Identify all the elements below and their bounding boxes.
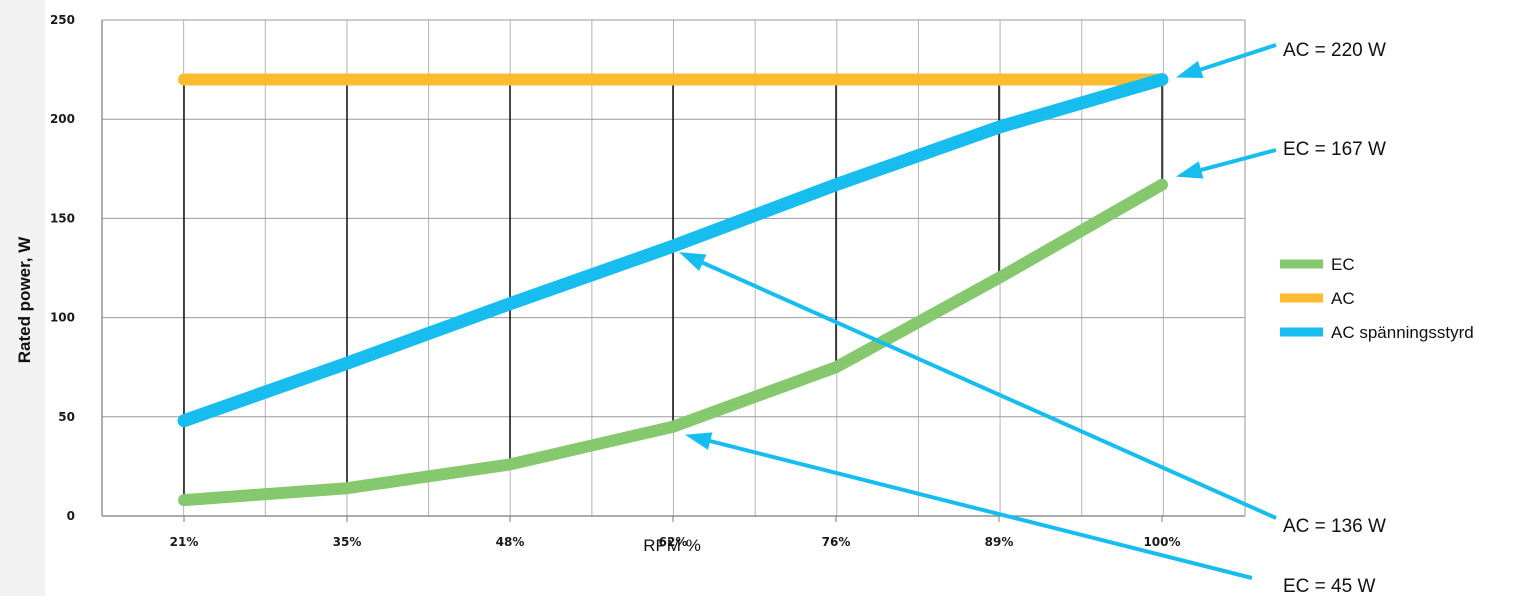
annotation-arrow-head [685, 432, 713, 450]
annotation-label: EC = 167 W [1283, 139, 1386, 160]
y-tick-label: 100 [50, 311, 75, 325]
y-axis-title: Rated power, W [15, 236, 34, 364]
y-tick-label: 0 [67, 509, 75, 523]
series-line-ac-spänningsstyrd [177, 73, 1169, 428]
y-tick-labels: 0 50 100 150 200 250 [50, 13, 75, 523]
y-tick-label: 250 [50, 13, 75, 27]
annotation-arrow-shaft [701, 260, 1277, 520]
x-tick-label: 100% [1143, 535, 1180, 549]
annotation-arrow-shaft [709, 439, 1253, 580]
annotation-label: AC = 220 W [1283, 40, 1386, 61]
series-layer [177, 73, 1169, 507]
annotation-arrow-head [679, 252, 707, 271]
x-tick-label: 35% [333, 535, 362, 549]
annotation-arrow-shaft [1200, 43, 1277, 72]
plot-frame [101, 20, 1246, 522]
annotation-arrow-head [1176, 60, 1204, 79]
annotation-arrow-shaft [1200, 148, 1277, 172]
legend-label: EC [1331, 255, 1355, 274]
x-tick-label: 62% [659, 535, 688, 549]
x-tick-label: 21% [170, 535, 199, 549]
drop-lines [183, 79, 1163, 501]
y-tick-label: 150 [50, 211, 75, 225]
x-tick-label: 76% [822, 535, 851, 549]
x-tick-label: 48% [496, 535, 525, 549]
left-margin-band [0, 0, 45, 596]
x-axis-title: RPM % [643, 536, 701, 555]
annotation-label: AC = 136 W [1283, 516, 1386, 537]
x-tick-label: 89% [985, 535, 1014, 549]
annotation-arrow-head [1176, 161, 1204, 179]
annotation-arrows: AC = 220 W EC = 167 W AC = 136 W EC = 45 W [679, 40, 1386, 596]
y-tick-label: 50 [58, 410, 75, 424]
legend-label: AC [1331, 289, 1355, 308]
series-line-ec [178, 178, 1168, 507]
legend-label: AC spänningsstyrd [1331, 323, 1474, 342]
x-tick-labels: 21% 35% 48% 62% 76% 89% 100% [170, 535, 1181, 549]
y-tick-label: 200 [50, 112, 75, 126]
legend: EC AC AC spänningsstyrd [1280, 255, 1474, 342]
annotation-label: EC = 45 W [1283, 576, 1375, 596]
